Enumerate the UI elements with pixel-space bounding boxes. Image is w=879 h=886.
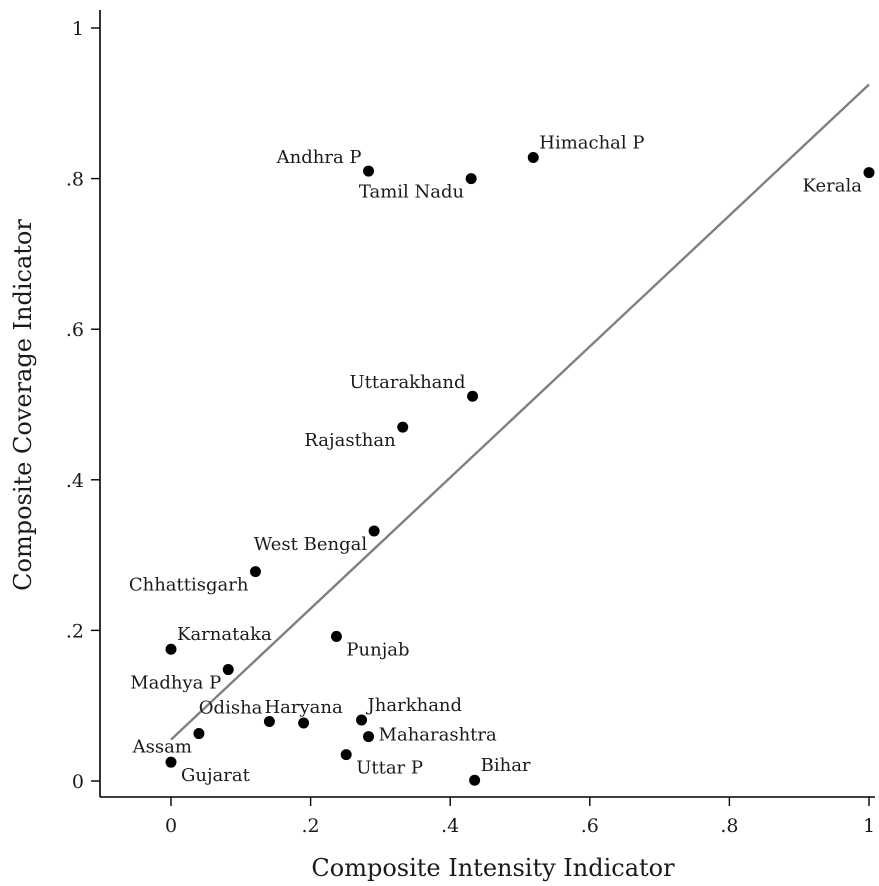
y-tick-label: .4 [66,470,84,492]
y-tick-label: 1 [72,18,84,40]
point-odisha [263,716,275,728]
point-label-andhra-p: Andhra P [276,147,362,168]
x-tick-label: .8 [720,815,738,837]
x-tick-label: 1 [863,815,875,837]
y-tick-label: .6 [66,319,84,341]
point-label-west-bengal: West Bengal [254,534,368,555]
point-label-kerala: Kerala [803,176,863,197]
point-uttarakhand [467,390,479,402]
point-label-uttarakhand: Uttarakhand [349,372,465,393]
point-rajasthan [397,421,409,433]
y-tick-label: 0 [72,771,84,793]
point-label-himachal-p: Himachal P [539,133,644,154]
point-andhra-p [363,165,375,177]
point-tamil-nadu [465,173,477,185]
point-label-bihar: Bihar [481,755,531,776]
point-label-tamil-nadu: Tamil Nadu [359,182,464,203]
x-tick-label: 0 [165,815,177,837]
y-tick-label: .2 [66,620,84,642]
point-label-uttar-p: Uttar P [356,758,423,779]
point-madhya-p [222,664,234,676]
data-points: Andhra P Tamil Nadu Himachal P Kerala Uttara… [129,133,875,786]
y-tick-label: .8 [66,169,84,191]
point-maharashtra [363,731,375,743]
point-bihar [469,774,481,786]
point-kerala [863,167,875,179]
point-karnataka [165,643,177,655]
x-axis-title: Composite Intensity Indicator [311,854,675,882]
point-label-punjab: Punjab [346,639,409,660]
point-west-bengal [368,525,380,537]
point-assam [193,728,205,740]
point-label-assam: Assam [132,737,192,758]
point-label-maharashtra: Maharashtra [379,725,497,746]
fit-line [170,83,870,741]
point-gujarat [165,756,177,768]
point-punjab [330,630,342,642]
point-label-haryana: Haryana [264,697,343,718]
point-label-odisha: Odisha [199,698,263,719]
y-axis-title: Composite Coverage Indicator [9,219,37,591]
point-label-chhattisgarh: Chhattisgarh [129,575,249,596]
point-label-karnataka: Karnataka [177,624,272,645]
point-himachal-p [527,152,539,164]
point-label-madhya-p: Madhya P [130,673,221,694]
point-label-jharkhand: Jharkhand [366,695,463,716]
x-tick-label: .2 [302,815,320,837]
point-haryana [298,717,310,729]
ticks: 0 .2 .4 .6 .8 1 0 .2 .4 .6 .8 1 [66,18,875,837]
x-tick-label: .6 [581,815,599,837]
point-label-gujarat: Gujarat [181,765,251,786]
point-chhattisgarh [249,566,261,578]
axes [99,10,875,798]
x-tick-label: .4 [441,815,459,837]
point-label-rajasthan: Rajasthan [304,430,396,451]
point-uttar-p [340,749,352,761]
point-jharkhand [356,714,368,726]
